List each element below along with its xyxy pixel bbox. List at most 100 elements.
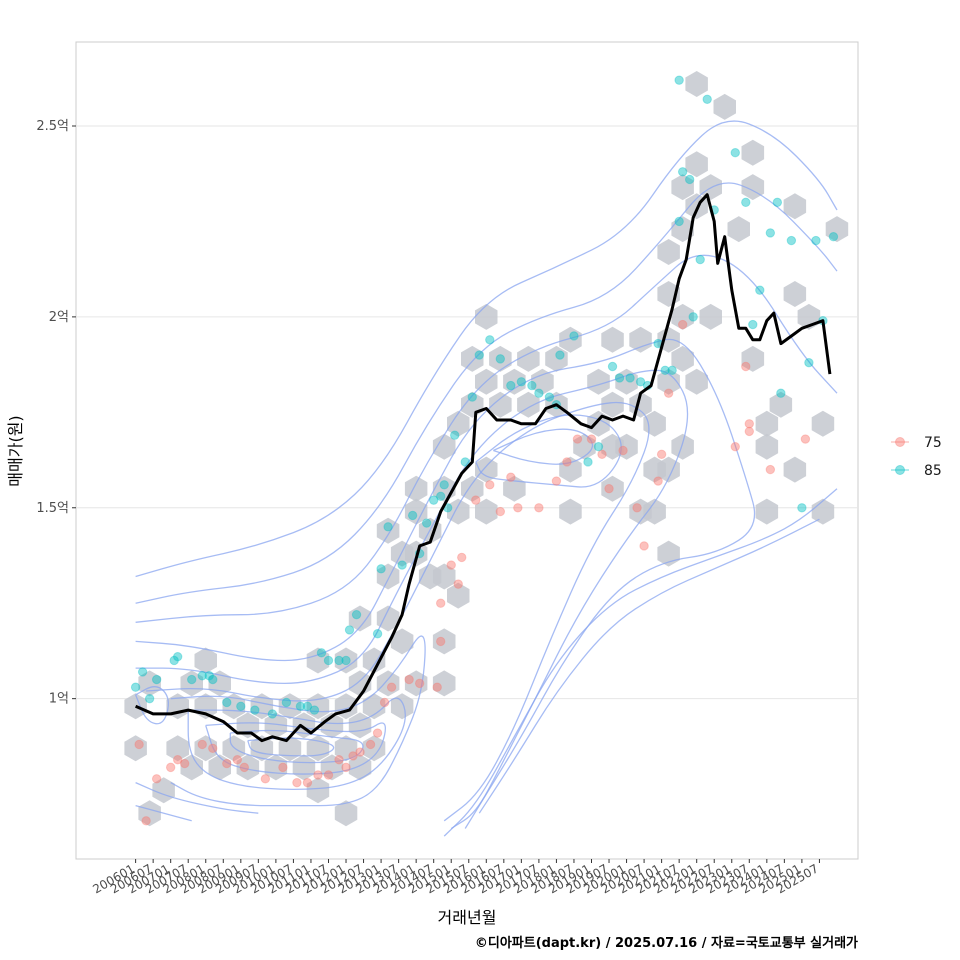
hexbin-cell [475,498,498,525]
hexbin-cell [348,754,372,781]
point-75 [618,445,628,456]
point-85 [495,354,506,364]
hexbin-cell [404,670,428,697]
point-85 [467,392,477,402]
hexbin-cell [615,368,638,395]
point-85 [450,430,460,440]
point-85 [677,167,688,177]
point-85 [267,709,278,719]
point-85 [435,491,446,502]
point-75 [446,560,456,570]
hexbin-cell [671,433,694,460]
point-85 [137,667,148,677]
density-contours [134,120,838,837]
hexbin-cell [671,174,694,201]
point-85 [281,697,292,708]
hexbin-cell [306,777,330,804]
point-75 [386,682,397,692]
hexbin-cell [671,345,694,372]
hexbin-cell [404,498,428,525]
x-axis-title: 거래년월 [438,908,497,927]
point-75 [495,506,506,517]
point-85 [635,377,646,387]
hexbin-cell [264,712,288,739]
hexbin-cell [390,628,414,655]
point-75 [800,434,811,444]
x-axis-ticks: 2006012006072007012007072008012008072009… [90,859,821,897]
point-85 [688,312,698,322]
point-75 [355,747,365,757]
point-75 [741,361,751,372]
hexbin-cell [447,582,470,609]
hexbin-cell [699,303,722,330]
point-75 [457,552,467,563]
y-tick-label: 2억 [49,310,69,325]
hexbin-cell [334,800,358,827]
hexbin-cell [376,563,400,590]
point-85 [474,350,484,360]
point-85 [555,350,565,360]
hexbin-cell [348,605,372,632]
point-85 [187,674,197,685]
point-85 [323,655,334,666]
y-axis-ticks: 1억 1.5억 2억 2.5억 [36,119,76,707]
point-85 [334,655,344,666]
density-contour [146,401,650,822]
point-75 [414,678,425,689]
point-75 [278,762,288,773]
hexbin-cell [643,498,666,525]
point-75 [165,762,176,773]
hexbin-cell [755,498,779,525]
hexbin-cell [727,216,750,243]
point-85 [130,682,141,692]
hexbin-cell [475,456,498,483]
point-75 [141,816,151,826]
point-85 [748,319,758,330]
point-85 [674,216,684,227]
point-75 [604,483,614,494]
hexbin-cell [180,670,203,697]
point-75 [435,598,446,608]
hexbin-cell [376,605,400,632]
point-75 [208,743,218,753]
point-85 [569,331,579,341]
hexbin-cell [376,670,400,697]
point-85 [351,609,362,620]
point-75 [260,774,271,784]
scatter-points [130,75,839,826]
density-contour [205,722,387,775]
point-75 [485,480,495,490]
point-75 [453,579,463,589]
point-75 [134,739,144,750]
legend-label: 75 [924,435,942,451]
hexbin-cell [461,345,484,372]
moving-average-line [135,193,832,743]
point-85 [695,254,705,265]
point-85 [309,705,320,715]
hexbin-cell [432,563,456,590]
point-75 [292,777,302,788]
point-85 [674,75,684,85]
hexbin-cell [390,693,414,720]
legend-label: 85 [924,463,942,479]
hexbin-cell [601,391,624,418]
hexbin-cell [783,456,807,483]
point-85 [151,674,162,685]
point-75 [341,762,351,773]
density-contour [135,782,259,814]
hexbin-cell [671,216,694,243]
point-75 [404,674,414,685]
point-85 [667,365,677,376]
point-75 [572,434,583,444]
point-75 [639,541,649,551]
point-75 [551,476,562,486]
point-75 [372,728,383,738]
point-85 [376,564,386,574]
hexbin-cell [362,647,386,674]
hexbin-cell [755,433,779,460]
hexbin-cell [222,735,246,762]
hexbin-cell [503,475,526,502]
density-contour [493,428,594,465]
point-85 [811,235,821,246]
